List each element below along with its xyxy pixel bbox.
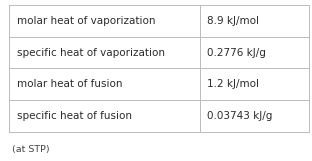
Text: specific heat of vaporization: specific heat of vaporization <box>17 47 165 57</box>
Text: molar heat of vaporization: molar heat of vaporization <box>17 16 156 26</box>
Text: molar heat of fusion: molar heat of fusion <box>17 79 123 89</box>
Text: 1.2 kJ/mol: 1.2 kJ/mol <box>207 79 259 89</box>
Text: (at STP): (at STP) <box>12 145 50 154</box>
Text: specific heat of fusion: specific heat of fusion <box>17 111 132 121</box>
Text: 8.9 kJ/mol: 8.9 kJ/mol <box>207 16 259 26</box>
Text: 0.2776 kJ/g: 0.2776 kJ/g <box>207 47 266 57</box>
Text: 0.03743 kJ/g: 0.03743 kJ/g <box>207 111 273 121</box>
